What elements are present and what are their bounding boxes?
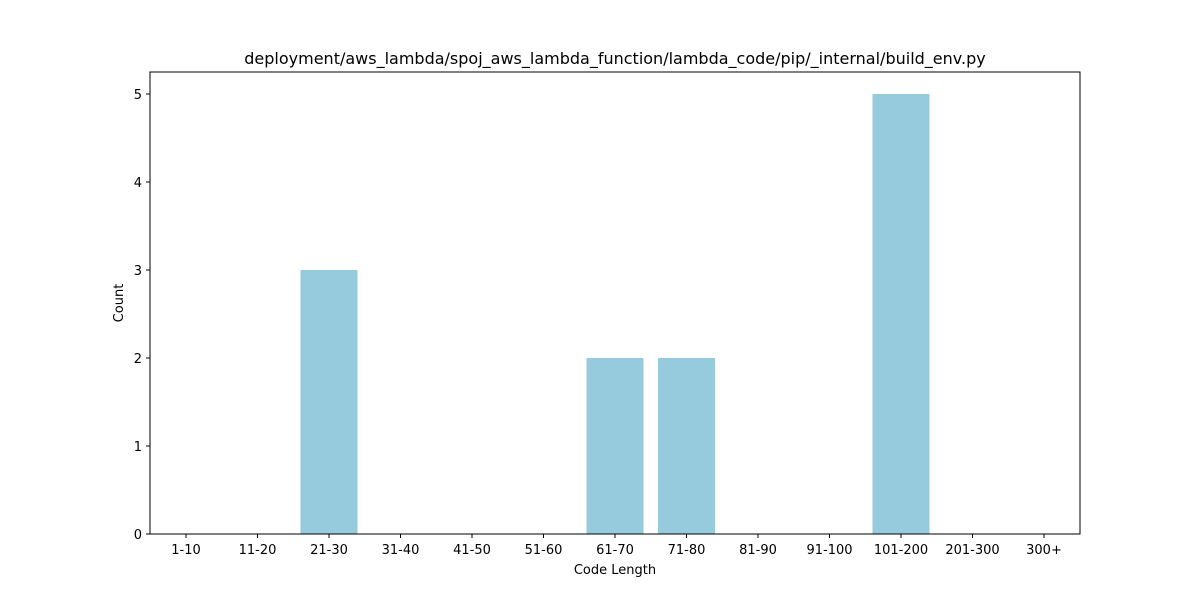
x-tick-label: 11-20 — [239, 543, 277, 558]
x-axis-label: Code Length — [574, 563, 656, 578]
y-tick-label: 2 — [134, 352, 142, 367]
y-tick-label: 3 — [134, 264, 142, 279]
y-tick-label: 1 — [134, 440, 142, 455]
x-axis: 1-10 11-20 21-30 31-40 41-50 51-60 61-70 71-80 8… — [171, 534, 1062, 558]
x-tick-label: 101-200 — [874, 543, 928, 558]
chart-title: deployment/aws_lambda/spoj_aws_lambda_fu… — [244, 49, 985, 69]
bar-61-70 — [586, 358, 644, 534]
y-tick-label: 0 — [134, 528, 142, 543]
x-tick-label: 41-50 — [453, 543, 491, 558]
x-tick-label: 1-10 — [171, 543, 201, 558]
bars-layer — [300, 94, 930, 534]
bar-21-30 — [300, 270, 358, 534]
x-tick-label: 300+ — [1026, 543, 1062, 558]
y-tick-label: 5 — [134, 88, 142, 103]
x-tick-label: 51-60 — [525, 543, 563, 558]
y-tick-label: 4 — [134, 176, 142, 191]
y-axis-label: Count — [112, 284, 127, 323]
x-tick-label: 201-300 — [945, 543, 999, 558]
x-tick-label: 31-40 — [382, 543, 420, 558]
y-axis: 0 1 2 3 4 5 — [134, 88, 150, 543]
x-tick-label: 91-100 — [806, 543, 852, 558]
bar-101-200 — [872, 94, 930, 534]
x-tick-label: 71-80 — [668, 543, 706, 558]
bar-71-80 — [658, 358, 715, 534]
x-tick-label: 61-70 — [596, 543, 634, 558]
x-tick-label: 81-90 — [739, 543, 777, 558]
x-tick-label: 21-30 — [310, 543, 348, 558]
